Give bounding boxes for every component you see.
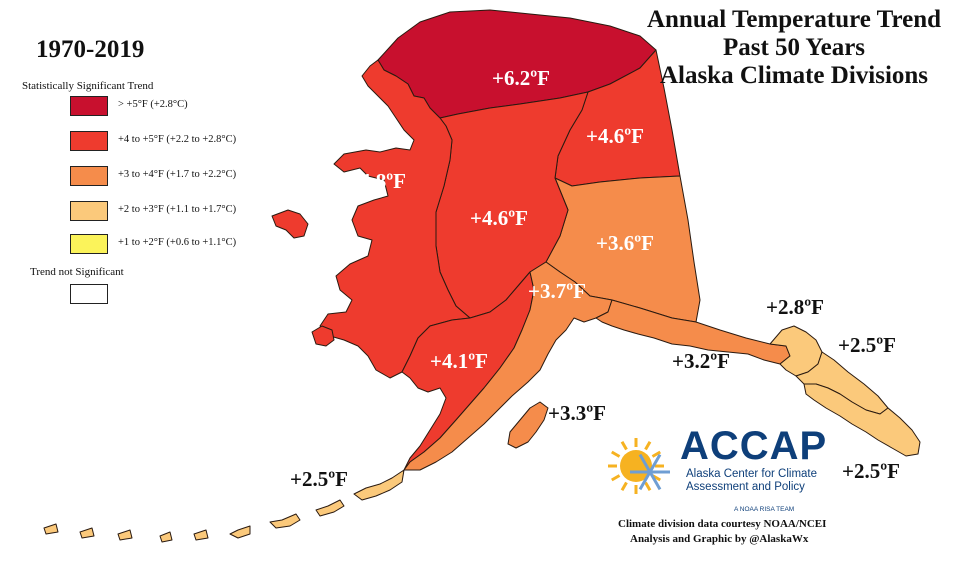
trend-label-southeast-interior: +3.6ºF	[596, 231, 654, 255]
title-line-2: Past 50 Years	[722, 34, 866, 61]
legend-swatch	[70, 166, 108, 186]
legend-swatch	[70, 234, 108, 254]
trend-label-north-panhandle: +2.8ºF	[766, 295, 824, 319]
legend-swatch	[70, 131, 108, 151]
trend-label-central-panhandle: +2.5ºF	[838, 333, 896, 357]
snowflake-arm	[638, 453, 652, 473]
legend-swatch	[70, 96, 108, 116]
sun-ray	[651, 450, 661, 458]
trend-label-kodiak: +3.3ºF	[548, 401, 606, 425]
trend-label-northeast-gulf: +3.2ºF	[672, 349, 730, 373]
logo-acronym: ACCAP	[680, 424, 828, 468]
region-west-coast	[319, 59, 471, 379]
sun-snowflake-icon	[608, 438, 670, 494]
legend-label: +3 to +4°F (+1.7 to +2.2°C)	[118, 169, 237, 180]
region-aleutians	[43, 469, 405, 543]
region-kodiak	[507, 401, 549, 449]
sun-ray	[620, 481, 628, 491]
trend-label-northeast-interior: +4.6ºF	[586, 124, 644, 148]
legend-label: > +5°F (+2.8°C)	[118, 99, 188, 110]
snowflake-arm	[648, 453, 662, 473]
legend-heading: Statistically Significant Trend	[22, 80, 154, 92]
title-line-3: Alaska Climate Divisions	[659, 62, 929, 89]
credit-line-2: Analysis and Graphic by @AlaskaWx	[630, 533, 809, 545]
legend-not-significant-heading: Trend not Significant	[30, 266, 124, 278]
snowflake-arm	[648, 471, 662, 491]
title-line-1: Annual Temperature Trend	[646, 6, 942, 33]
trend-label-north-slope: +6.2ºF	[492, 66, 550, 90]
sun-ray	[611, 450, 621, 458]
snowflake-arm	[638, 471, 652, 491]
trend-label-bristol-bay: +4.1ºF	[430, 349, 488, 373]
snowflake-icon	[630, 453, 670, 491]
sun-ray	[620, 441, 628, 451]
region-south-panhandle	[803, 383, 921, 457]
sun-ray	[644, 481, 652, 491]
region-northeast-gulf	[595, 299, 791, 365]
legend-label: +1 to +2°F (+0.6 to +1.1°C)	[118, 237, 237, 248]
credit-line-1: Climate division data courtesy NOAA/NCEI	[618, 518, 827, 530]
logo-subtitle: Alaska Center for Climate Assessment and…	[686, 468, 818, 493]
trend-label-central-interior: +4.6ºF	[470, 206, 528, 230]
accap-logo: ACCAP Alaska Center for Climate Assessme…	[606, 424, 826, 516]
region-nunivak-island	[311, 325, 335, 347]
legend-label: +4 to +5°F (+2.2 to +2.8°C)	[118, 134, 237, 145]
sun-ray	[611, 474, 621, 482]
sun-ray	[644, 441, 652, 451]
sun-icon	[620, 450, 652, 482]
legend-label: +2 to +3°F (+1.1 to +1.7°C)	[118, 204, 237, 215]
trend-label-south-panhandle: +2.5ºF	[842, 459, 900, 483]
trend-label-west-coast: +4.8ºF	[348, 169, 406, 193]
legend-swatch	[70, 201, 108, 221]
trend-label-aleutians: +2.5ºF	[290, 467, 348, 491]
legend-not-significant-swatch	[70, 284, 108, 304]
region-st-lawrence-island	[271, 209, 309, 239]
trend-label-cook-inlet: +3.7ºF	[528, 279, 586, 303]
period-label: 1970-2019	[36, 36, 145, 63]
logo-team: A NOAA RISA TEAM	[734, 506, 795, 513]
